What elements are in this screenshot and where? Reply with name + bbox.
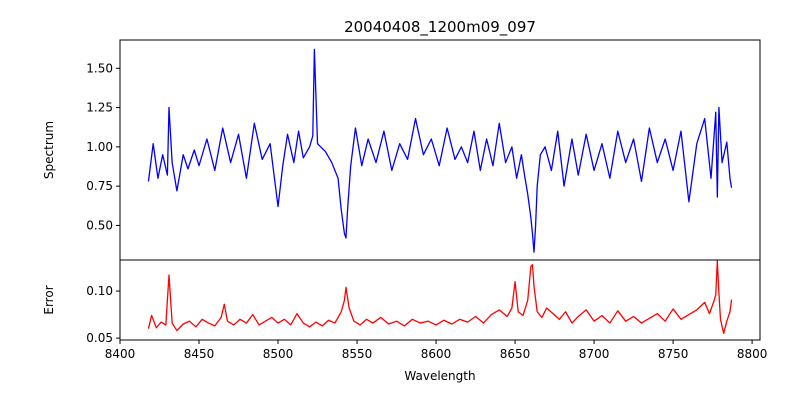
x-tick-label: 8750 [658,347,689,361]
error-panel-frame [119,259,761,341]
spectrum-panel-y-tick-label: 1.25 [86,101,113,115]
spectrum-panel-y-tick-label: 1.00 [86,140,113,154]
error-y-axis-label: Error [42,285,56,314]
error-panel-line-0 [147,260,733,335]
spectrum-y-axis-label: Spectrum [42,121,56,179]
x-tick-label: 8600 [421,347,452,361]
spectrum-panel-line-0 [147,48,733,253]
x-tick-label: 8800 [737,347,768,361]
error-y-ticks: 0.05 0.10 [86,284,120,345]
spectrum-panel-y-tick-label: 0.50 [86,218,113,232]
x-axis-ticks: 8400 8450 8500 8550 8600 8650 8700 8750 8800 [105,340,768,361]
x-tick-label: 8650 [500,347,531,361]
x-tick-label: 8700 [579,347,610,361]
error-series [147,260,733,335]
spectrum-y-ticks: 0.50 0.75 1.00 1.25 1.50 [86,61,120,232]
chart-title: 20040408_1200m09_097 [344,18,536,37]
spectrum-panel: 0.50 0.75 1.00 1.25 1.50 Spectrum [42,39,761,261]
x-tick-label: 8500 [263,347,294,361]
spectrum-panel-y-tick-label: 1.50 [86,61,113,75]
x-tick-label: 8550 [342,347,373,361]
x-axis-label: Wavelength [404,369,475,383]
x-tick-label: 8450 [184,347,215,361]
spectrum-panel-y-tick-label: 0.75 [86,179,113,193]
error-panel-y-tick-label: 0.05 [86,331,113,345]
spectrum-panel-frame [119,39,761,261]
error-panel: 0.05 0.10 Error [42,259,761,345]
error-panel-y-tick-label: 0.10 [86,284,113,298]
spectrum-series [147,48,733,253]
x-tick-label: 8400 [105,347,136,361]
